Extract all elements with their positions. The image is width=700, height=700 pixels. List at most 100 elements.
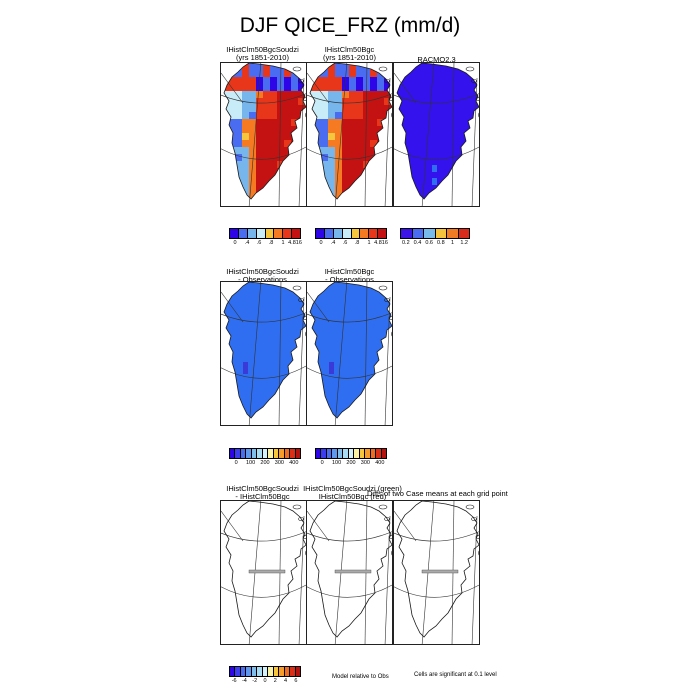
grid-cell (249, 133, 256, 140)
map-green-red (306, 500, 393, 645)
grid-cell (328, 105, 335, 112)
grid-cell (256, 98, 263, 105)
grid-cell (335, 203, 342, 207)
grid-cell (342, 140, 349, 147)
colorbar-tick-label: -2 (252, 678, 258, 684)
grid-cell (356, 98, 363, 105)
grid-cell (335, 63, 342, 77)
grid-cell (321, 105, 328, 112)
panel-title-line: - IHistClm50Bgc (235, 491, 290, 501)
grid-cell (242, 161, 249, 168)
grid-cell (335, 175, 342, 182)
panel-title-bgc-minus-obs: IHistClm50Bgc - Observations (302, 268, 397, 283)
island-outline (292, 285, 302, 291)
grid-cell (432, 178, 437, 185)
grid-cell (328, 133, 335, 140)
grid-cell (349, 77, 356, 84)
grid-cell (314, 133, 321, 140)
grid-cell (384, 98, 391, 105)
island-outline (391, 112, 392, 118)
grid-cell (321, 133, 328, 140)
colorbar-swatch (351, 229, 361, 238)
colorbar-tick-label: 0 (263, 678, 267, 684)
grid-cell (349, 189, 356, 196)
grid-cell (310, 112, 314, 119)
colorbar-swatch (246, 667, 252, 676)
grid-cell (356, 140, 363, 147)
grid-cell (314, 140, 321, 147)
grid-cell (284, 91, 291, 98)
grid-cell (335, 154, 342, 161)
grid-cell (263, 189, 270, 196)
grid-cell (298, 168, 305, 175)
grid-cell (349, 154, 356, 161)
grid-cell (263, 112, 270, 119)
colorbar-tick-label: .6 (256, 240, 262, 246)
colorbar-swatch (333, 229, 343, 238)
grid-cell (370, 77, 377, 84)
grid-cell (342, 91, 349, 98)
grid-cell (314, 196, 321, 199)
grid-cell (242, 133, 249, 140)
island-outline (292, 504, 302, 510)
grid-cell (228, 140, 235, 147)
island-outline (475, 535, 479, 539)
map-soudzi-minus-obs (220, 281, 307, 426)
grid-cell (256, 126, 263, 133)
colorbar-swatch (424, 229, 436, 238)
grid-cell (228, 203, 235, 207)
grid-cell (228, 182, 235, 189)
grid-cell (263, 196, 270, 199)
grid-cell (349, 119, 356, 126)
grid-cell (235, 203, 242, 207)
grid-cell (284, 105, 291, 112)
map-canvas (307, 63, 392, 207)
grid-cell (256, 91, 263, 98)
grid-cell (377, 161, 384, 168)
grid-cell (270, 63, 277, 77)
grid-cell (384, 189, 391, 196)
colorbar-tick-label: 2 (273, 678, 277, 684)
grid-cell (291, 203, 298, 207)
grid-cell (228, 77, 235, 84)
grid-cell (256, 133, 263, 140)
grid-cell (356, 133, 363, 140)
grid-cell (370, 182, 377, 189)
grid-cell (370, 105, 377, 112)
grid-cell (284, 133, 291, 140)
grid-cell (235, 105, 242, 112)
grid-cell (284, 98, 291, 105)
grid-cell (328, 203, 335, 207)
grid-cell (291, 154, 298, 161)
grid-cell (321, 161, 328, 168)
significance-panel-title: Diffs of two Case means at each grid poi… (367, 489, 508, 498)
data-cells (310, 63, 392, 207)
data-cells (397, 63, 479, 199)
colorbar-swatch (365, 449, 371, 458)
colorbar-ticks: -6 -4 -2 0 2 4 6 (229, 677, 301, 685)
grid-cell (370, 203, 377, 207)
colorbar-tick-label: 0.6 (425, 240, 433, 246)
grid-cell (284, 126, 291, 133)
grid-cell (384, 182, 391, 189)
grid-cell (370, 84, 377, 91)
grid-cell (270, 140, 277, 147)
coastline (309, 501, 392, 638)
grid-cell (263, 182, 270, 189)
grid-cell (242, 112, 249, 119)
grid-cell (321, 147, 328, 154)
grid-cell (310, 168, 314, 175)
grid-cell (349, 84, 356, 91)
grid-cell (370, 112, 377, 119)
grid-cell (291, 77, 298, 84)
island-outline (388, 535, 392, 539)
grid-cell (370, 133, 377, 140)
grid-cell (321, 203, 328, 207)
grid-cell (256, 182, 263, 189)
grid-cell (235, 168, 242, 175)
grid-cell (363, 133, 370, 140)
grid-cell (363, 182, 370, 189)
grid-cell (291, 168, 298, 175)
panel-title-line: (yrs 1851-2010) (323, 52, 376, 62)
grid-cell (363, 189, 370, 196)
